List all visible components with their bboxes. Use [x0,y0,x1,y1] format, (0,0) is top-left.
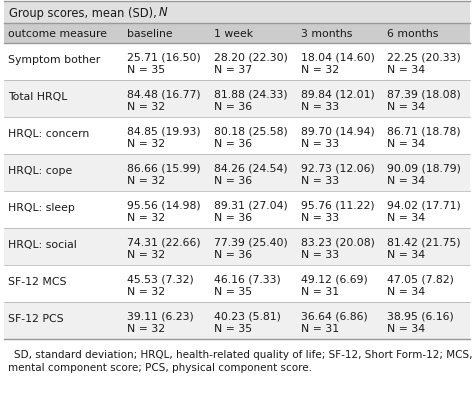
Text: baseline: baseline [127,29,173,39]
Bar [4,155,470,191]
Bar [4,2,470,24]
Text: 39.11 (6.23): 39.11 (6.23) [127,310,193,320]
Text: N = 34: N = 34 [387,324,426,334]
Text: SD, standard deviation; HRQL, health-related quality of life; SF-12, Short Form-: SD, standard deviation; HRQL, health-rel… [14,349,473,359]
Text: 6 months: 6 months [387,29,439,39]
Text: 83.23 (20.08): 83.23 (20.08) [301,236,374,247]
Text: 18.04 (14.60): 18.04 (14.60) [301,52,374,62]
Text: 47.05 (7.82): 47.05 (7.82) [387,274,454,283]
Text: 22.25 (20.33): 22.25 (20.33) [387,52,461,62]
Text: N = 34: N = 34 [387,139,426,149]
Text: N = 34: N = 34 [387,287,426,297]
Text: N = 31: N = 31 [301,287,339,297]
Text: N = 32: N = 32 [127,102,165,112]
Text: HRQL: cope: HRQL: cope [8,166,72,176]
Text: N = 33: N = 33 [301,250,339,260]
Text: N = 32: N = 32 [127,287,165,297]
Text: 95.76 (11.22): 95.76 (11.22) [301,200,374,210]
Bar [4,191,470,229]
Text: N = 35: N = 35 [214,287,252,297]
Text: 45.53 (7.32): 45.53 (7.32) [127,274,193,283]
Text: N = 31: N = 31 [301,324,339,334]
Text: 81.42 (21.75): 81.42 (21.75) [387,236,461,247]
Text: 3 months: 3 months [301,29,352,39]
Text: Group scores, mean (SD),: Group scores, mean (SD), [9,7,160,20]
Text: 84.48 (16.77): 84.48 (16.77) [127,89,201,99]
Text: N = 32: N = 32 [127,176,165,186]
Text: 46.16 (7.33): 46.16 (7.33) [214,274,281,283]
Text: N = 34: N = 34 [387,250,426,260]
Text: 94.02 (17.71): 94.02 (17.71) [387,200,461,210]
Text: N = 36: N = 36 [214,139,252,149]
Text: N = 33: N = 33 [301,139,339,149]
Text: N = 34: N = 34 [387,65,426,75]
Text: 81.88 (24.33): 81.88 (24.33) [214,89,288,99]
Text: HRQL: social: HRQL: social [8,240,77,249]
Text: Total HRQL: Total HRQL [8,92,67,102]
Text: 89.31 (27.04): 89.31 (27.04) [214,200,288,210]
Text: 90.09 (18.79): 90.09 (18.79) [387,163,461,173]
Bar [4,81,470,118]
Text: outcome measure: outcome measure [8,29,107,39]
Text: 36.64 (6.86): 36.64 (6.86) [301,310,367,320]
Text: 38.95 (6.16): 38.95 (6.16) [387,310,454,320]
Bar [4,265,470,302]
Text: 86.71 (18.78): 86.71 (18.78) [387,126,461,136]
Text: 87.39 (18.08): 87.39 (18.08) [387,89,461,99]
Text: N = 34: N = 34 [387,213,426,223]
Bar [4,44,470,81]
Text: N = 33: N = 33 [301,176,339,186]
Text: N = 34: N = 34 [387,102,426,112]
Text: N = 33: N = 33 [301,213,339,223]
Text: 80.18 (25.58): 80.18 (25.58) [214,126,288,136]
Text: 1 week: 1 week [214,29,253,39]
Text: mental component score; PCS, physical component score.: mental component score; PCS, physical co… [8,362,312,372]
Text: 92.73 (12.06): 92.73 (12.06) [301,163,374,173]
Text: 89.84 (12.01): 89.84 (12.01) [301,89,374,99]
Text: 40.23 (5.81): 40.23 (5.81) [214,310,281,320]
Text: N = 32: N = 32 [301,65,339,75]
Text: SF-12 PCS: SF-12 PCS [8,313,64,323]
Text: N = 35: N = 35 [127,65,165,75]
Text: 28.20 (22.30): 28.20 (22.30) [214,52,288,62]
Text: N = 32: N = 32 [127,139,165,149]
Text: N = 36: N = 36 [214,213,252,223]
Text: 77.39 (25.40): 77.39 (25.40) [214,236,288,247]
Text: SF-12 MCS: SF-12 MCS [8,276,66,286]
Text: 84.85 (19.93): 84.85 (19.93) [127,126,201,136]
Text: N = 32: N = 32 [127,324,165,334]
Bar [4,24,470,44]
Text: 49.12 (6.69): 49.12 (6.69) [301,274,367,283]
Text: 86.66 (15.99): 86.66 (15.99) [127,163,201,173]
Text: 89.70 (14.94): 89.70 (14.94) [301,126,374,136]
Text: N = 33: N = 33 [301,102,339,112]
Bar [4,229,470,265]
Text: N = 36: N = 36 [214,250,252,260]
Bar [4,118,470,155]
Text: N = 32: N = 32 [127,250,165,260]
Text: N = 32: N = 32 [127,213,165,223]
Text: 84.26 (24.54): 84.26 (24.54) [214,163,288,173]
Text: N = 36: N = 36 [214,176,252,186]
Text: HRQL: concern: HRQL: concern [8,129,89,139]
Text: N = 36: N = 36 [214,102,252,112]
Text: N = 34: N = 34 [387,176,426,186]
Bar [4,302,470,339]
Text: 74.31 (22.66): 74.31 (22.66) [127,236,201,247]
Text: N = 37: N = 37 [214,65,252,75]
Text: N = 35: N = 35 [214,324,252,334]
Text: Symptom bother: Symptom bother [8,55,100,65]
Text: 95.56 (14.98): 95.56 (14.98) [127,200,201,210]
Text: HRQL: sleep: HRQL: sleep [8,202,75,213]
Text: 25.71 (16.50): 25.71 (16.50) [127,52,201,62]
Text: N: N [159,7,168,20]
